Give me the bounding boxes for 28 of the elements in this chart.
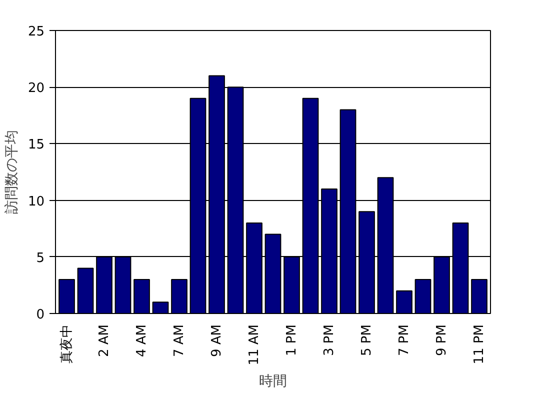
- x-tick-label: 11 PM: [472, 324, 487, 364]
- x-tick-label: 3 PM: [322, 324, 337, 356]
- y-tick-label: 15: [28, 138, 45, 153]
- x-tick-label: 2 AM: [96, 324, 112, 358]
- x-tick-label: 7 AM: [172, 324, 187, 358]
- x-tick-label: 9 AM: [209, 324, 224, 358]
- bar: [471, 279, 488, 314]
- y-tick-label: 10: [28, 194, 45, 210]
- x-tick-label: 4 AM: [134, 324, 150, 358]
- bar: [152, 302, 169, 314]
- y-tick-label: 0: [36, 308, 45, 322]
- bar: [414, 279, 432, 314]
- x-tick-label: 5 PM: [359, 324, 374, 356]
- x-tick-label: 9 PM: [434, 324, 450, 356]
- x-tick-label: 1 PM: [284, 324, 300, 356]
- bar: [171, 279, 188, 314]
- bar: [396, 290, 412, 314]
- bar: [134, 279, 150, 314]
- y-tick-label: 25: [28, 24, 45, 40]
- bar: [77, 268, 94, 314]
- bar: [58, 279, 75, 314]
- x-tick-label: 11 AM: [246, 324, 262, 366]
- y-axis-title: 訪問数の平均: [4, 130, 20, 214]
- y-tick-label: 5: [36, 250, 45, 266]
- y-tick-label: 20: [28, 81, 45, 96]
- x-tick-label: 真夜中: [58, 324, 74, 364]
- x-axis-title: 時間: [259, 373, 287, 390]
- x-tick-label: 7 PM: [396, 324, 412, 356]
